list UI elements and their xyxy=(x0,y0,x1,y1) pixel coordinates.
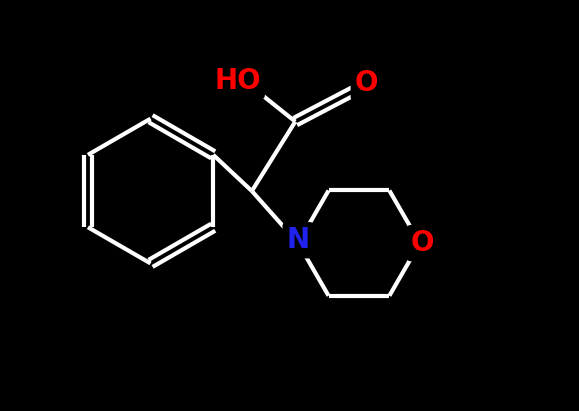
Text: HO: HO xyxy=(214,67,261,95)
Text: O: O xyxy=(355,69,378,97)
Text: N: N xyxy=(287,226,310,254)
Text: O: O xyxy=(411,229,434,257)
